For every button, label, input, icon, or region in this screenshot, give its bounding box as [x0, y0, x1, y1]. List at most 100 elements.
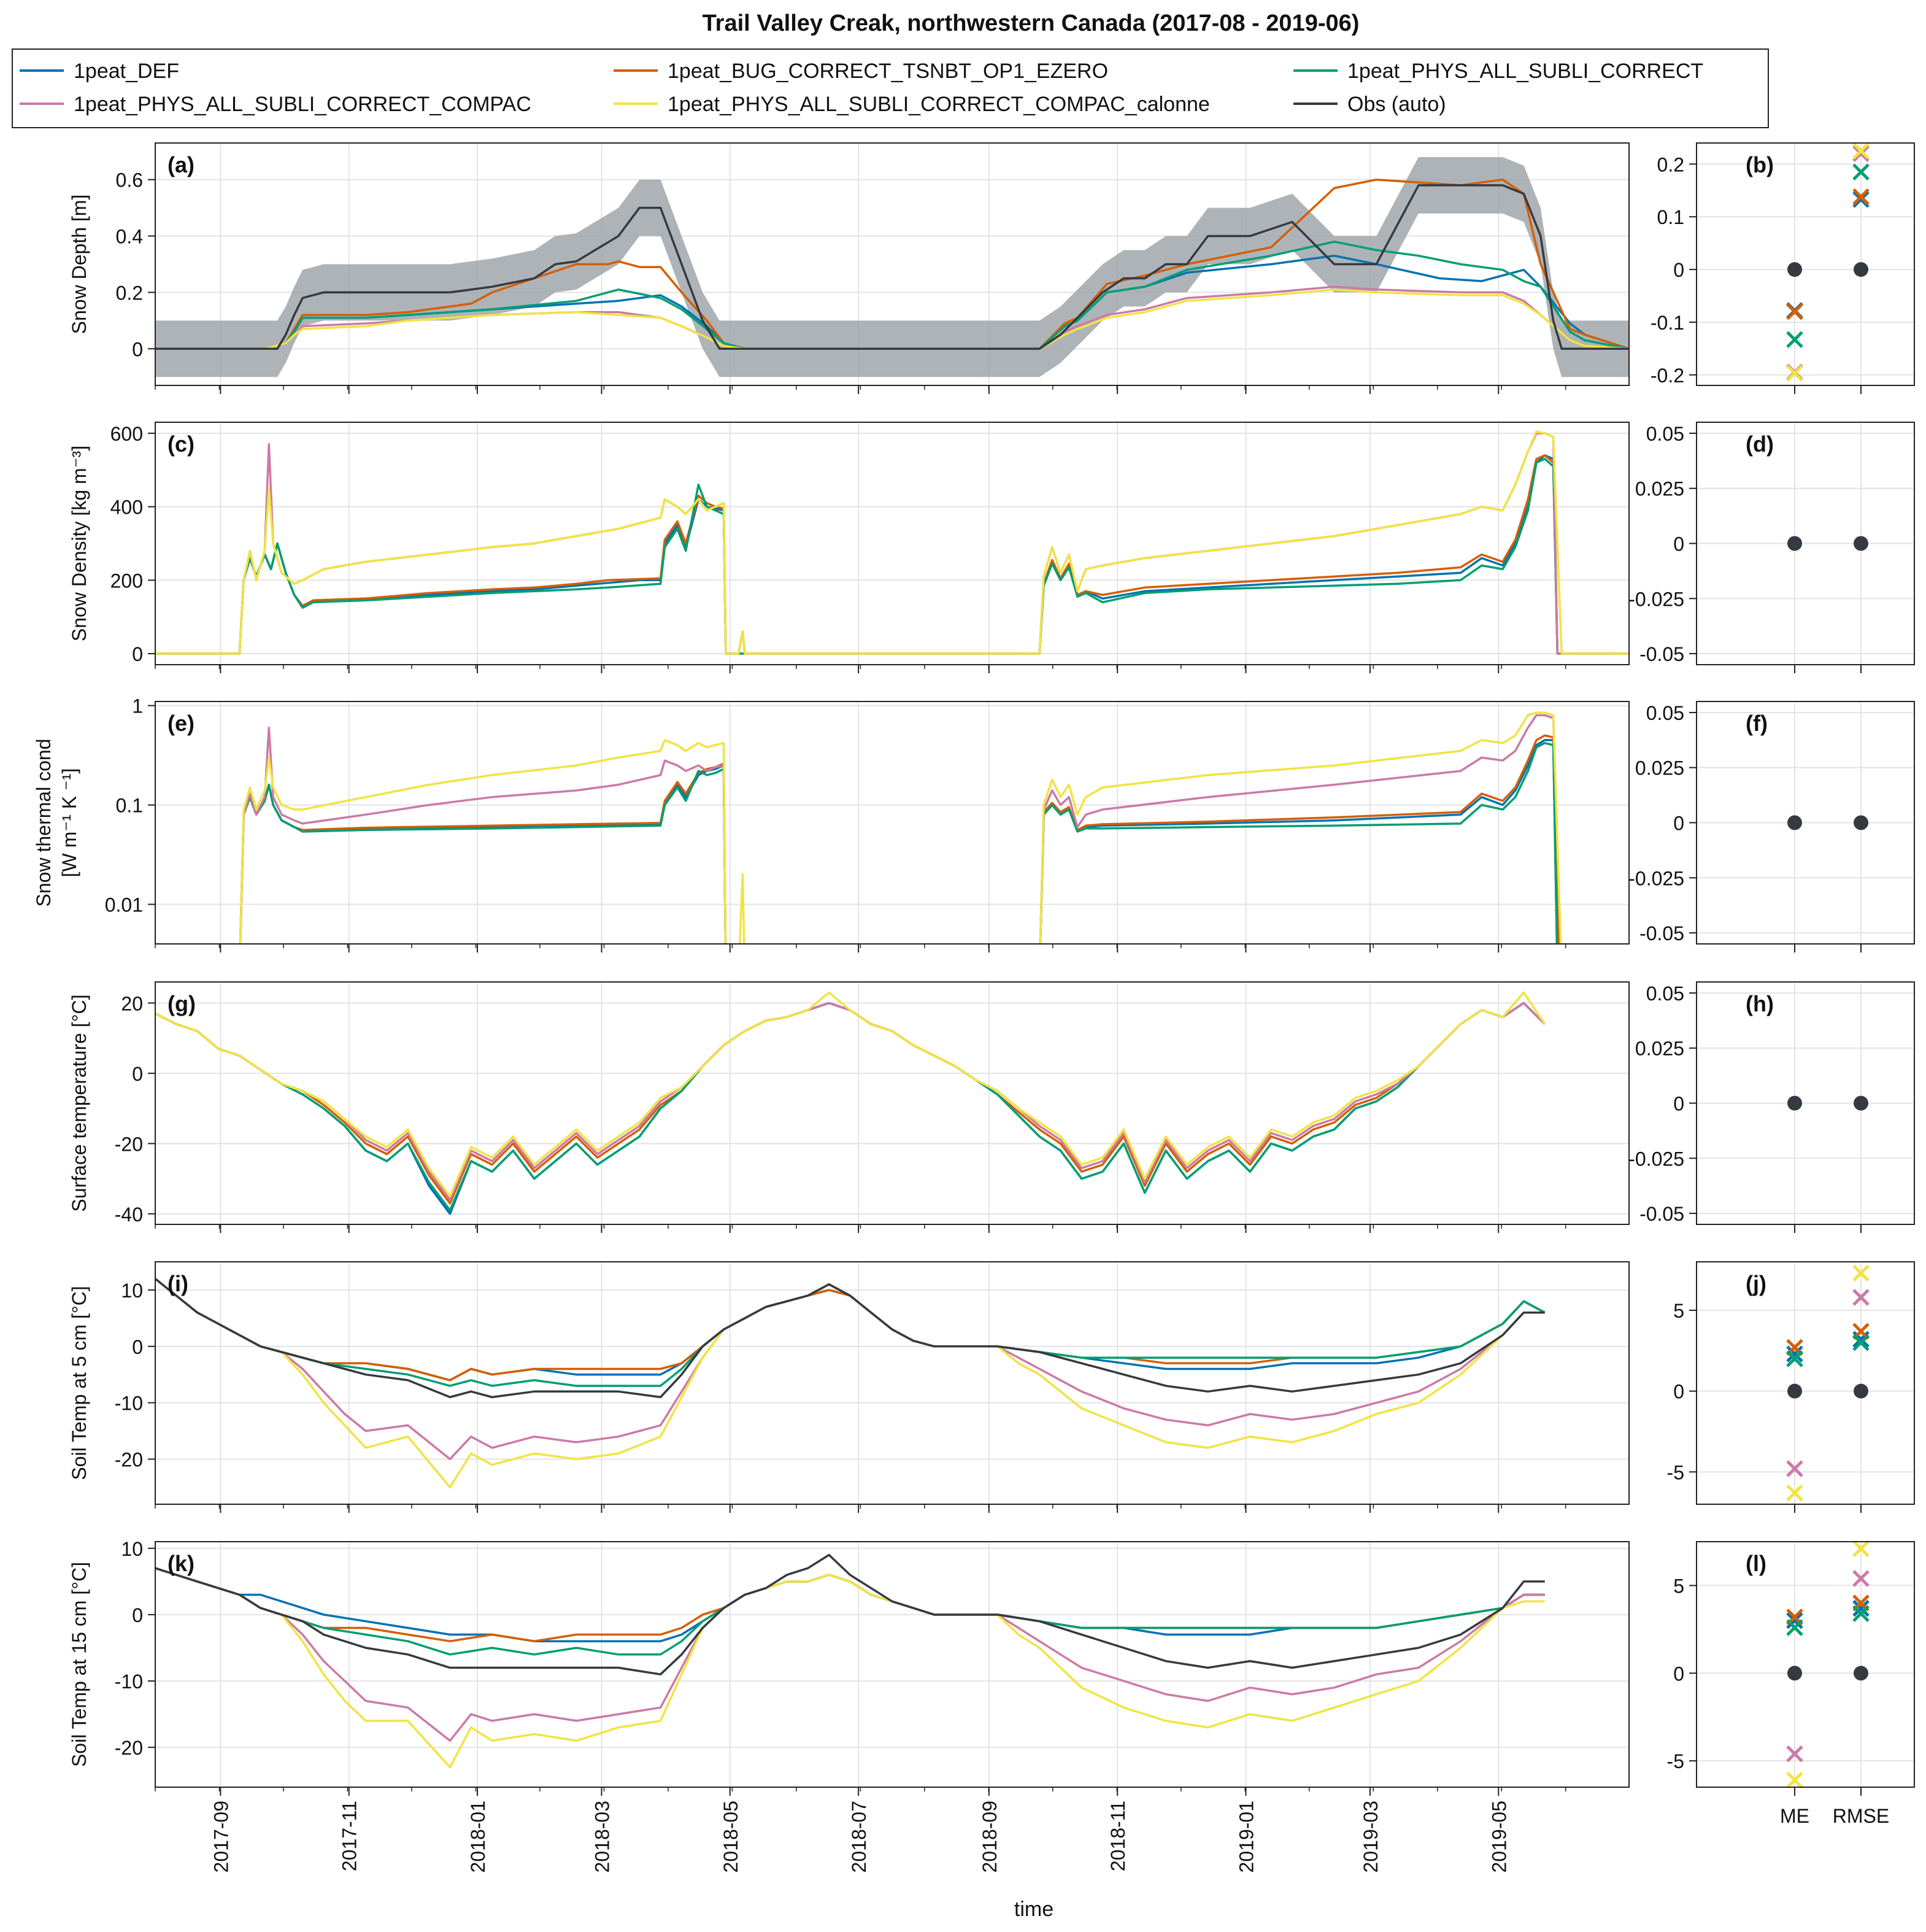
axes-frame	[1696, 981, 1915, 1225]
legend: 1peat_DEF 1peat_BUG_CORRECT_TSNBT_OP1_EZE…	[12, 48, 1769, 128]
x-tick-label: 2019-05	[1488, 1801, 1510, 1872]
y-tick-label: 0	[1673, 1093, 1684, 1115]
metric-marker-stroke	[1786, 1460, 1803, 1477]
axes-frame	[155, 422, 1630, 665]
series-line	[155, 991, 1546, 1197]
metric-point	[1854, 815, 1868, 830]
metric-marker-stroke	[1852, 191, 1870, 208]
metric-marker	[1786, 1460, 1803, 1477]
x-tick-label: 2018-05	[720, 1801, 742, 1872]
y-tick-label: -0.05	[1639, 1203, 1684, 1225]
figure-title: Trail Valley Creak, northwestern Canada …	[703, 10, 1360, 36]
panel-label: (b)	[1746, 152, 1774, 177]
y-tick-label: 0	[1673, 1663, 1684, 1685]
metric-marker-stroke	[1852, 1264, 1870, 1282]
y-tick-label: 0.025	[1635, 757, 1684, 779]
metric-marker	[1852, 1605, 1870, 1622]
series-line	[239, 739, 1558, 944]
x-tick-label: 2019-01	[1235, 1801, 1257, 1872]
axes-frame	[155, 1261, 1630, 1505]
y-tick-label: -20	[115, 1737, 143, 1759]
y-tick-label: 0	[132, 643, 143, 665]
axes-frame	[155, 981, 1630, 1225]
y-tick-label: -0.2	[1651, 365, 1684, 387]
panel-label: (f)	[1746, 711, 1768, 736]
metric-marker-stroke	[1852, 1605, 1870, 1622]
series-line	[155, 1278, 1546, 1381]
panel-f: -0.05 -0.025 0 0.025 0.05 (f)	[1628, 701, 1915, 952]
y-tick-label: -40	[115, 1204, 143, 1226]
y-tick-label: 10	[121, 1538, 143, 1560]
metric-marker	[1786, 1745, 1803, 1763]
metric-marker-stroke	[1786, 365, 1803, 382]
series-layer	[155, 1553, 1545, 1769]
metric-marker-stroke	[1852, 1540, 1870, 1558]
x-tick-label: 2018-07	[848, 1801, 870, 1872]
panels: 00.20.40.6(a)Snow Depth [m]-0.2-0.100.10…	[33, 142, 1915, 1921]
metric-marker-stroke	[1852, 142, 1870, 160]
panel-h: -0.05 -0.025 0 0.025 0.05 (h)	[1628, 981, 1915, 1233]
panel-label: (j)	[1746, 1271, 1766, 1296]
metric-point	[1854, 262, 1868, 277]
axes-frame	[155, 1541, 1630, 1788]
metric-marker-stroke	[1786, 1484, 1803, 1502]
series-layer	[155, 1278, 1546, 1489]
legend-entry: 1peat_DEF	[20, 60, 179, 83]
metric-point	[1787, 1666, 1802, 1681]
metric-marker	[1786, 1771, 1803, 1789]
y-tick-label: 0.4	[116, 226, 143, 248]
metric-point	[1787, 536, 1802, 551]
series-line	[155, 1278, 1545, 1399]
axes-frame	[1696, 1541, 1915, 1788]
series-line	[155, 1567, 1545, 1642]
panel-d: -0.05 -0.025 0 0.025 0.05 (d)	[1628, 422, 1915, 673]
y-tick-label: -0.05	[1639, 922, 1684, 945]
metric-marker	[1852, 1289, 1870, 1306]
metric-marker-stroke	[1852, 1289, 1870, 1306]
y-tick-label: 0.05	[1646, 423, 1684, 445]
metric-marker	[1786, 1612, 1803, 1629]
series-line	[239, 714, 1562, 944]
legend-frame	[12, 48, 1769, 128]
y-tick-label: 10	[121, 1280, 143, 1302]
series-line	[239, 711, 1562, 944]
series-layer	[239, 711, 1562, 944]
axes-frame	[1696, 1261, 1915, 1505]
metric-marker-stroke	[1852, 1599, 1870, 1617]
metric-point	[1787, 815, 1802, 830]
y-tick-label: 0	[1673, 259, 1684, 281]
series-line	[155, 1002, 1546, 1211]
y-tick-label: -0.025	[1628, 867, 1684, 889]
y-tick-label: 200	[110, 570, 143, 592]
axes-frame	[1696, 701, 1915, 945]
metric-marker	[1852, 142, 1870, 160]
metric-point	[1854, 1095, 1868, 1111]
series-line	[155, 1002, 1546, 1201]
metric-marker	[1852, 188, 1870, 206]
series-layer	[155, 156, 1629, 377]
panel-label: (e)	[168, 711, 195, 736]
y-tick-label: -10	[115, 1393, 143, 1415]
panel-i: -20 -10 0 10 (i) Soil Temp at 5 cm [°C]	[68, 1261, 1630, 1513]
y-axis-label-line: [W m⁻¹ K ⁻¹]	[58, 768, 80, 878]
y-tick-label: -5	[1667, 1461, 1684, 1483]
y-tick-label: 0.6	[116, 169, 143, 191]
y-tick-label: 1	[132, 695, 143, 717]
panel-label: (l)	[1746, 1551, 1766, 1576]
x-axis-label: time	[1014, 1898, 1054, 1921]
panel-l: -5 0 5 (l) ME RMSE	[1667, 1540, 1915, 1827]
y-tick-label: 0.025	[1635, 478, 1684, 500]
panel-label: (i)	[168, 1271, 188, 1296]
y-tick-label: -0.025	[1628, 588, 1684, 610]
metric-marker-stroke	[1786, 331, 1803, 349]
series-line	[239, 734, 1560, 944]
panel-label: (a)	[168, 152, 195, 177]
series-line	[155, 432, 1629, 655]
metric-point	[1787, 1095, 1802, 1111]
legend-label: Obs (auto)	[1347, 93, 1446, 116]
metric-marker-stroke	[1786, 1771, 1803, 1789]
metric-marker	[1852, 191, 1870, 208]
y-tick-label: 0.1	[116, 795, 143, 817]
legend-entry: 1peat_PHYS_ALL_SUBLI_CORRECT	[1293, 60, 1703, 83]
